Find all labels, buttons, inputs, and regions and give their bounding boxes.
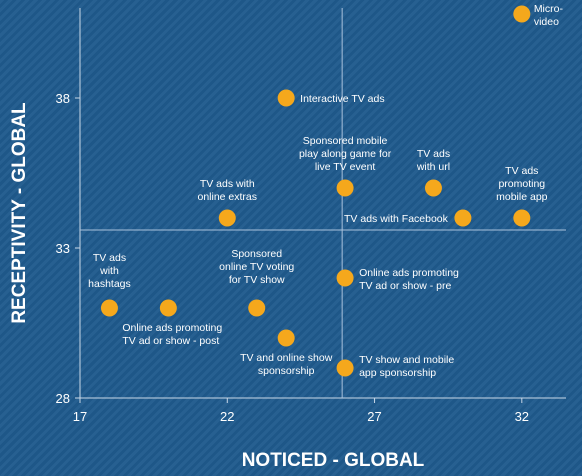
data-point (336, 179, 354, 197)
point-label: Sponsored mobile play along game for live … (299, 135, 392, 173)
point-label: TV ads with online extras (197, 178, 257, 203)
data-point (218, 209, 236, 227)
y-tick-label: 28 (56, 391, 70, 406)
data-point (159, 299, 177, 317)
point-label: TV ads with hashtags (88, 252, 131, 290)
x-tick-label: 27 (367, 409, 381, 424)
data-point (513, 209, 531, 227)
data-point (100, 299, 118, 317)
point-label: Sponsored online TV voting for TV show (219, 248, 294, 286)
point-label: Online ads promoting TV ad or show - post (122, 322, 222, 347)
data-point (277, 89, 295, 107)
point-label: TV ads with url (416, 148, 450, 173)
data-point (248, 299, 266, 317)
x-axis-title: NOTICED - GLOBAL (242, 450, 425, 471)
x-tick-label: 22 (220, 409, 234, 424)
data-point (336, 269, 354, 287)
point-label: TV ads promoting mobile app (496, 165, 548, 203)
data-point (513, 5, 531, 23)
point-label: Interactive TV ads (300, 93, 384, 105)
x-tick-label: 32 (515, 409, 529, 424)
point-label: Micro-video (534, 3, 564, 28)
y-tick-label: 38 (56, 91, 70, 106)
data-point (336, 359, 354, 377)
point-label: TV ads with Facebook (344, 213, 449, 225)
point-label: TV and online show sponsorship (240, 352, 333, 377)
point-label: Online ads promoting TV ad or show - pre (359, 267, 459, 292)
x-tick-label: 17 (73, 409, 87, 424)
data-point (277, 329, 295, 347)
y-tick-label: 33 (56, 241, 70, 256)
y-axis-title: RECEPTIVITY - GLOBAL (9, 102, 30, 324)
data-point (424, 179, 442, 197)
data-point (454, 209, 472, 227)
point-label: TV show and mobile app sponsorship (359, 354, 454, 379)
